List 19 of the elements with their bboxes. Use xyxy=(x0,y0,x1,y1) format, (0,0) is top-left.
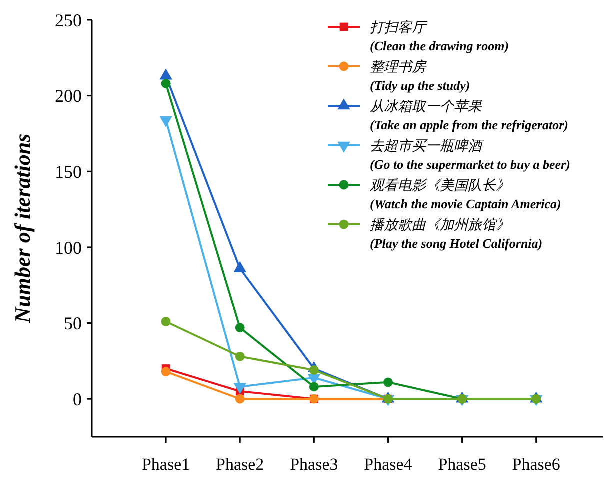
y-tick-label: 150 xyxy=(55,162,82,182)
y-axis-title: Number of iterations xyxy=(10,134,35,324)
x-tick-label: Phase1 xyxy=(142,455,190,474)
x-tick-label: Phase2 xyxy=(216,455,264,474)
legend-label: 去超市买一瓶啤酒 (Go to the supermarket to buy a beer) xyxy=(370,138,570,172)
legend-label: 观看电影《美国队长》 (Watch the movie Captain America) xyxy=(369,178,562,212)
x-tick-label: Phase3 xyxy=(290,455,338,474)
y-tick-label: 50 xyxy=(64,314,82,334)
legend-label: 播放歌曲《加州旅馆》 (Play the song Hotel California) xyxy=(370,217,543,252)
legend-label: 从冰箱取一个苹果 (Take an apple from the refrigerator) xyxy=(370,98,568,133)
y-tick-label: 0 xyxy=(73,389,82,410)
x-tick-label: Phase6 xyxy=(512,455,560,474)
legend-label: 整理书房 (Tidy up the study) xyxy=(370,59,470,94)
y-tick-label: 200 xyxy=(55,86,82,106)
x-tick-label: Phase5 xyxy=(438,455,486,474)
y-tick-label: 250 xyxy=(55,10,82,30)
y-tick-label: 100 xyxy=(55,238,82,258)
legend-label: 打扫客厅 (Clean the drawing room) xyxy=(370,20,510,54)
x-tick-label: Phase4 xyxy=(364,455,413,474)
